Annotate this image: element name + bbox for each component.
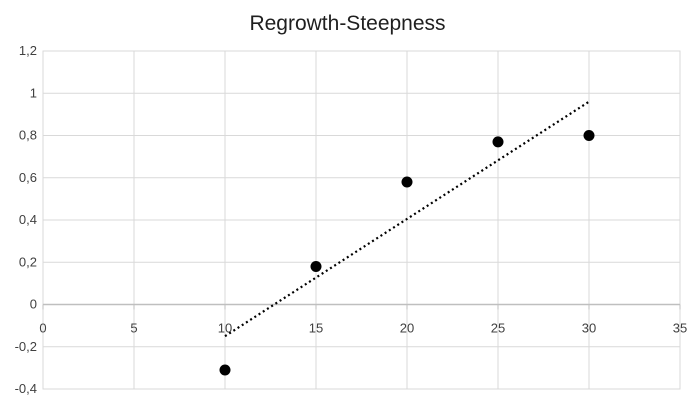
- y-tick-label: 1,2: [19, 43, 37, 58]
- data-point: [401, 176, 413, 188]
- trendline: [224, 100, 590, 338]
- data-point: [310, 260, 322, 272]
- y-tick-label: -0,2: [15, 339, 37, 354]
- y-tick-label: 0,6: [19, 170, 37, 185]
- x-tick-label: 20: [400, 321, 414, 336]
- y-tick-label: 1: [30, 85, 37, 100]
- chart-title: Regrowth-Steepness: [249, 12, 446, 35]
- trendline-group: [224, 100, 590, 338]
- x-tick-label: 25: [491, 321, 505, 336]
- x-tick-labels: 0 5 10 15 20 25 30 35: [39, 321, 687, 336]
- y-tick-label: 0,8: [19, 128, 37, 143]
- data-point: [219, 364, 231, 376]
- grid: [42, 50, 681, 390]
- x-tick-label: 0: [39, 321, 46, 336]
- data-points: [219, 130, 595, 376]
- axes: [42, 303, 681, 310]
- data-point: [492, 136, 504, 148]
- y-tick-labels: 1,2 1 0,8 0,6 0,4 0,2 0 -0,2 -0,4: [15, 43, 37, 396]
- y-tick-label: 0: [30, 297, 37, 312]
- x-tick-label: 10: [218, 321, 232, 336]
- x-tick-label: 35: [673, 321, 687, 336]
- y-tick-label: 0,2: [19, 254, 37, 269]
- y-tick-label: 0,4: [19, 212, 37, 227]
- y-tick-label: -0,4: [15, 381, 37, 396]
- x-tick-label: 15: [309, 321, 323, 336]
- x-tick-label: 5: [130, 321, 137, 336]
- data-point: [583, 130, 595, 141]
- x-tick-label: 30: [582, 321, 596, 336]
- plot-border: [42, 50, 681, 390]
